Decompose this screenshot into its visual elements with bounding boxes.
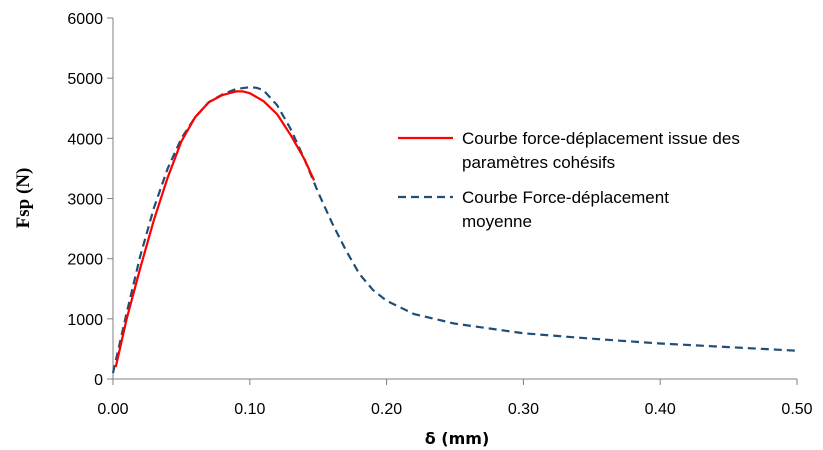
series-layer bbox=[111, 86, 798, 374]
x-tick-label: 0.30 bbox=[508, 401, 539, 418]
axes: 0 1000 2000 3000 4000 5000 6000 0.00 0.10 0.20 0.3… bbox=[67, 11, 812, 418]
y-tick-label: 0 bbox=[94, 372, 103, 389]
legend: Courbe force-déplacement issue des paramè… bbox=[398, 129, 740, 231]
x-tick-label: 0.40 bbox=[645, 401, 676, 418]
series-line-2 bbox=[111, 86, 798, 374]
x-tick-label: 0.50 bbox=[781, 401, 812, 418]
series-line-1 bbox=[114, 90, 316, 368]
legend-label-2: Courbe Force-déplacement bbox=[462, 188, 669, 207]
y-tick-label: 1000 bbox=[67, 312, 103, 329]
legend-label-1: Courbe force-déplacement issue des bbox=[462, 129, 740, 148]
y-tick-label: 4000 bbox=[67, 131, 103, 148]
y-tick-label: 5000 bbox=[67, 71, 103, 88]
x-tick-label: 0.00 bbox=[97, 401, 128, 418]
legend-label-1: paramètres cohésifs bbox=[462, 153, 615, 172]
legend-label-2: moyenne bbox=[462, 212, 532, 231]
y-axis-label: Fsp (N) bbox=[13, 168, 34, 229]
x-tick-label: 0.10 bbox=[234, 401, 265, 418]
y-tick-label: 6000 bbox=[67, 11, 103, 28]
x-axis-label: δ (mm) bbox=[425, 429, 490, 448]
y-tick-label: 3000 bbox=[67, 192, 103, 209]
x-tick-label: 0.20 bbox=[371, 401, 402, 418]
y-tick-label: 2000 bbox=[67, 252, 103, 269]
